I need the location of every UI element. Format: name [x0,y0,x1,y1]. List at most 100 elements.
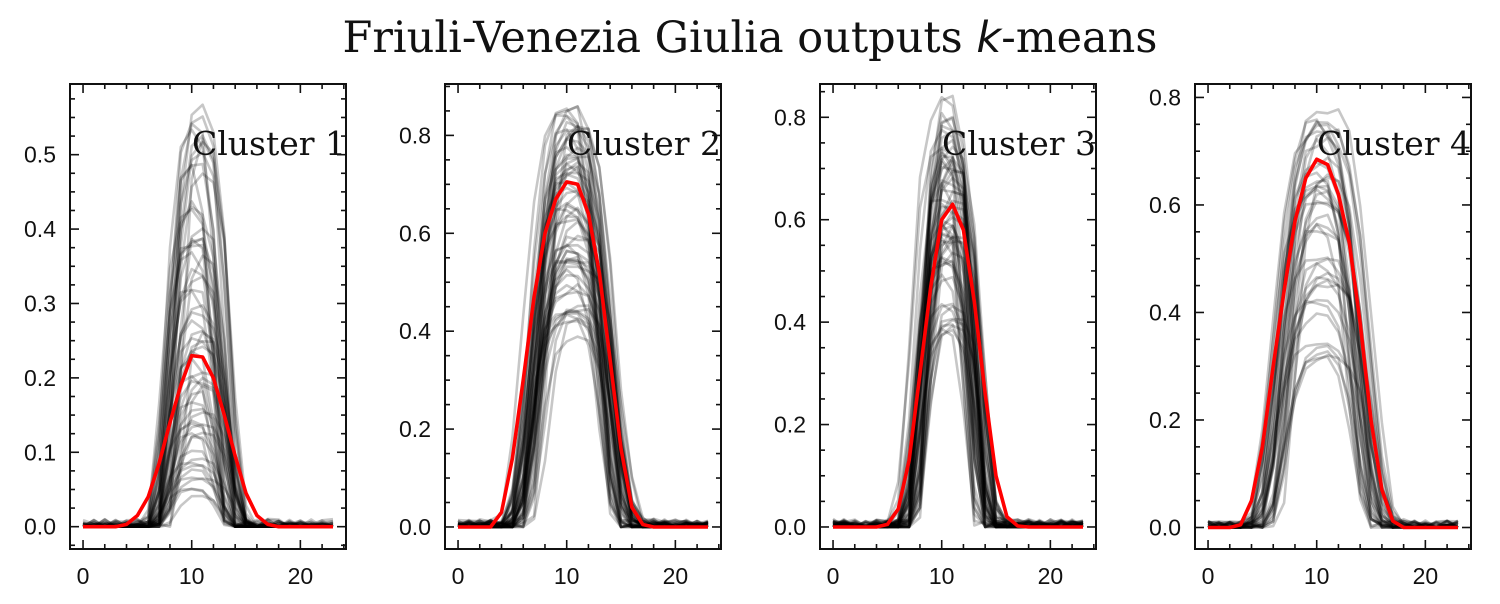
centroid-line [833,202,1083,529]
member-series-line [457,258,709,529]
member-series-line [83,477,333,528]
member-series-line [457,313,709,529]
member-series-line [1207,156,1459,529]
y-tick-label: 0.2 [24,365,56,391]
member-series-line [832,327,1084,529]
member-series-line [832,328,1084,529]
panels: 0 10 20 0.0 0.1 0.2 0.3 0.4 0.5 Cluster 1 0 10 20 0.0… [24,83,1472,589]
member-series-line [457,319,709,529]
axes-frame [819,83,1097,550]
y-tick-label: 0.8 [1149,84,1181,110]
y-tick-label: 0.6 [1149,192,1181,218]
member-series-line [457,255,709,529]
y-tick-label: 0.4 [1149,299,1181,325]
axes-frame [69,83,347,550]
panel-2: 0 10 20 0.0 0.2 0.4 0.6 0.8 Cluster 2 [399,83,722,589]
member-series-line [1207,355,1459,529]
member-series-line [458,310,709,529]
member-series-line [1208,223,1459,529]
y-tick-label: 0.0 [399,514,431,540]
y-tick-label: 0.4 [774,309,806,335]
member-series-line [457,124,709,529]
member-series-line [458,308,709,529]
y-tick-label: 0.2 [1149,407,1181,433]
member-series-line [833,324,1084,529]
member-series-line [457,115,709,529]
member-series-line [1207,129,1458,529]
member-series-line [1207,108,1459,529]
member-series-line [82,163,334,528]
member-series-line [833,188,1083,529]
y-tick-label: 0.4 [399,318,431,344]
y-tick-label: 0.2 [399,416,431,442]
member-series-line [457,273,709,529]
chart-title-k: k [976,13,1003,63]
member-series-line [457,165,709,529]
member-series-line [83,449,333,528]
member-series-line [83,267,333,528]
member-series-line [82,401,333,528]
member-series-line [457,204,709,529]
member-series-line [832,224,1083,529]
member-series-line [457,261,709,529]
panel-4: 0 10 20 0.0 0.2 0.4 0.6 0.8 Cluster 4 [1149,83,1472,589]
member-series-line [1207,262,1458,529]
member-series-line [832,233,1084,529]
member-series-line [458,290,708,529]
member-series-line [457,309,708,529]
panel-3: 0 10 20 0.0 0.2 0.4 0.6 0.8 Cluster 3 [774,83,1097,589]
member-series-line [458,189,709,529]
axes-frame [444,83,722,550]
y-tick-label: 0.4 [24,216,56,242]
member-series-group [457,105,709,529]
member-series-line [83,122,333,528]
y-tick-label: 0.6 [774,207,806,233]
x-tick-label: 0 [1202,563,1215,589]
member-series-line [457,201,708,529]
y-tick-label: 0.1 [24,439,56,465]
member-series-line [832,147,1084,529]
member-series-line [457,312,709,529]
member-series-line [833,317,1084,529]
member-series-line [457,268,708,529]
member-series-line [1208,312,1459,529]
member-series-line [1207,350,1459,529]
y-tick-label: 0.3 [24,290,56,316]
y-tick-label: 0.6 [399,220,431,246]
x-tick-label: 10 [179,563,205,589]
member-series-line [83,374,333,528]
member-series-line [832,202,1084,529]
member-series-line [1207,283,1459,529]
member-series-line [832,323,1084,529]
member-series-line [457,114,709,529]
member-series-line [1208,271,1458,529]
member-series-line [832,205,1083,529]
member-series-line [457,173,708,529]
panel-1: 0 10 20 0.0 0.1 0.2 0.3 0.4 0.5 Cluster 1 [24,83,347,589]
x-tick-label: 20 [1038,563,1064,589]
member-series-line [457,146,709,529]
x-tick-label: 0 [77,563,90,589]
x-tick-label: 20 [1413,563,1439,589]
member-series-line [1207,123,1459,529]
member-series-line [457,164,709,529]
x-tick-label: 10 [929,563,955,589]
member-series-line [457,107,709,529]
x-tick-label: 0 [827,563,840,589]
y-tick-label: 0.8 [399,122,431,148]
cluster-label: Cluster 4 [1317,124,1471,163]
centroid-line [1208,157,1458,530]
member-series-line [1207,256,1459,529]
member-series-line [1207,342,1458,529]
member-series-line [458,220,709,529]
member-series-line [457,235,709,529]
member-series-line [1207,298,1459,529]
member-series-line [457,243,709,529]
member-series-line [458,120,709,529]
y-tick-label: 0.0 [774,514,806,540]
member-series-line [1207,344,1458,529]
member-series-line [457,249,709,529]
member-series-line [457,171,709,529]
member-series-line [1207,137,1459,529]
